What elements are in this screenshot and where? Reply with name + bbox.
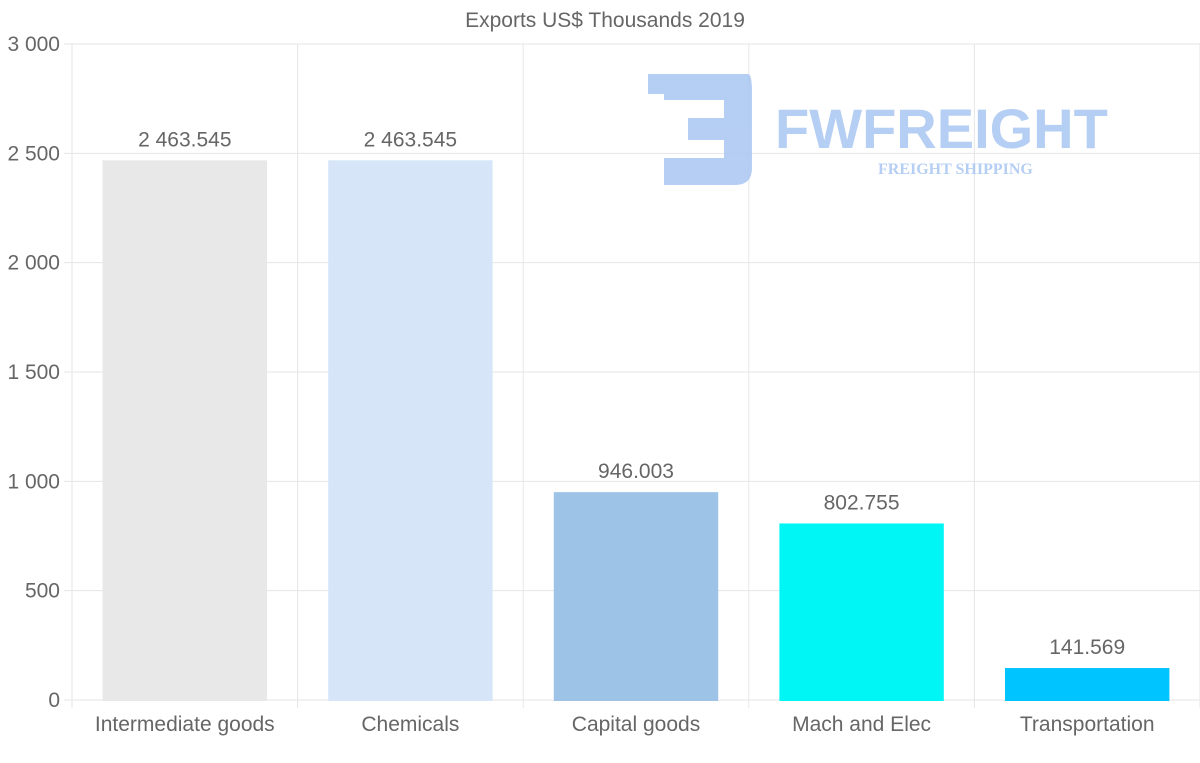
y-tick-label: 2 000 [7, 252, 60, 275]
bar [779, 523, 944, 701]
x-tick-label: Capital goods [572, 713, 700, 736]
x-tick-label: Intermediate goods [95, 713, 275, 736]
bar-layer [102, 160, 1170, 702]
y-tick-label: 2 500 [7, 142, 60, 165]
bar [1004, 668, 1170, 701]
chart-title: Exports US$ Thousands 2019 [465, 9, 745, 32]
watermark-tagline: FREIGHT SHIPPING [878, 161, 1033, 178]
y-tick-label: 3 000 [7, 33, 60, 56]
bar [553, 492, 719, 702]
fw-logo-icon [648, 74, 752, 185]
bar-value-label: 802.755 [824, 491, 900, 514]
y-tick-label: 0 [48, 689, 60, 712]
y-tick-label: 500 [25, 580, 60, 603]
watermark-brand: FWFREIGHT [775, 97, 1108, 160]
label-layer: 2 463.545 2 463.545 946.003 802.755 141.569 [138, 128, 1125, 659]
bar-value-label: 2 463.545 [138, 128, 231, 151]
bar-value-label: 141.569 [1049, 636, 1125, 659]
watermark-logo: FWFREIGHT FREIGHT SHIPPING [648, 74, 1108, 185]
bar [328, 160, 493, 702]
x-tick-label: Mach and Elec [792, 713, 931, 736]
bar-value-label: 946.003 [598, 460, 674, 483]
bar-value-label: 2 463.545 [364, 128, 457, 151]
x-tick-label: Chemicals [361, 713, 459, 736]
y-tick-label: 1 500 [7, 361, 60, 384]
axis-layer: 0 500 1 000 1 500 2 000 2 500 3 000 Intermediat… [7, 33, 1154, 736]
x-tick-label: Transportation [1020, 713, 1155, 736]
bar [102, 160, 268, 702]
y-tick-label: 1 000 [7, 470, 60, 493]
